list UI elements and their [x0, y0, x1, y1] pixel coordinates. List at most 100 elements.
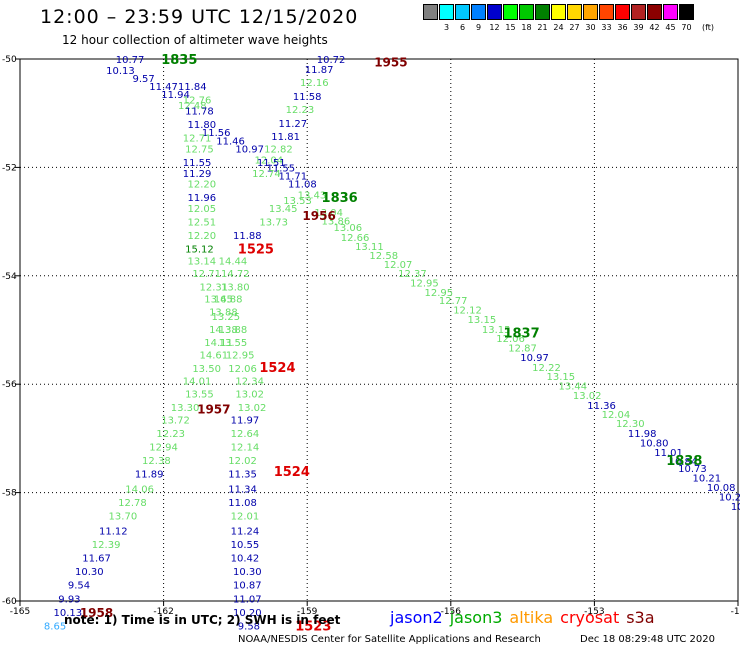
lat-tick-label: -56 — [2, 380, 17, 390]
scale-label: 33 — [601, 23, 612, 32]
wave-height-value: 11.34 — [228, 484, 257, 495]
scale-label: 27 — [569, 23, 580, 32]
wave-height-value: 14.01 — [183, 376, 212, 387]
generated-timestamp: Dec 18 08:29:48 UTC 2020 — [580, 634, 715, 645]
scale-swatch — [599, 4, 614, 20]
wave-height-value: 11.94 — [161, 90, 190, 101]
scale-label: 70 — [681, 23, 692, 32]
wave-height-value: 12.30 — [616, 419, 645, 430]
wave-height-value: 12.01 — [231, 511, 260, 522]
pass-time-label: 1524 — [274, 465, 310, 480]
wave-height-value: 12.37 — [398, 269, 427, 280]
wave-height-value: 10.97 — [520, 353, 549, 364]
lon-tick-label: -156 — [441, 607, 462, 617]
page-subtitle: 12 hour collection of altimeter wave hei… — [62, 33, 328, 47]
lon-tick-label: -153 — [584, 607, 604, 617]
lon-tick-label: -165 — [10, 607, 30, 617]
wave-height-value: 11.89 — [135, 470, 164, 481]
wave-height-value: 12.31 — [200, 283, 229, 294]
wave-height-value: 13.30 — [171, 403, 200, 414]
wave-height-value: 11.67 — [82, 554, 111, 565]
wave-height-value: 12.04 — [255, 155, 284, 166]
wave-height-value: 11.80 — [188, 120, 217, 131]
wave-height-value: 11.88 — [233, 231, 262, 242]
scale-swatch — [455, 4, 470, 20]
wave-height-value: 11.98 — [628, 429, 657, 440]
wave-height-value: 12.95 — [410, 278, 439, 289]
wave-height-value: 13.25 — [211, 312, 240, 323]
scale-label: 6 — [459, 23, 466, 32]
wave-height-value: 10.72 — [317, 55, 346, 66]
wave-height-value: 12.16 — [300, 78, 329, 89]
wave-height-value: 11.87 — [305, 65, 334, 76]
wave-height-value: 12.82 — [264, 144, 293, 155]
wave-height-value: 10.42 — [231, 554, 260, 565]
wave-height-value: 10.55 — [231, 540, 260, 551]
scale-label: 36 — [617, 23, 628, 32]
wave-height-value: 10.08 — [707, 483, 736, 494]
wave-height-value: 10.20 — [719, 492, 740, 503]
wave-height-value: 13.44 — [559, 381, 588, 392]
wave-height-value: 12.76 — [183, 96, 212, 107]
wave-height-value: 13.80 — [221, 283, 250, 294]
wave-height-value: 10.34 — [731, 502, 740, 513]
pass-time-label: 1958 — [80, 606, 113, 620]
wave-height-value: 11.55 — [183, 158, 212, 169]
satellite-legend-item: jason2 — [390, 608, 443, 627]
scale-swatch — [679, 4, 694, 20]
scale-label: 39 — [633, 23, 644, 32]
wave-height-value: 12.12 — [453, 305, 482, 316]
pass-time-label: 1957 — [197, 403, 230, 417]
wave-height-value: 12.20 — [188, 231, 217, 242]
satellite-legend-item: s3a — [626, 608, 655, 627]
wave-height-value: 13.86 — [322, 217, 351, 228]
wave-height-value: 13.02 — [235, 389, 264, 400]
wave-height-value: 12.14 — [231, 443, 260, 454]
wave-height-value: 11.08 — [228, 498, 257, 509]
wave-height-value: 12.64 — [231, 429, 260, 440]
wave-height-value: 12.66 — [341, 233, 370, 244]
pass-time-label: 1525 — [238, 243, 274, 258]
wave-height-value: 12.94 — [149, 443, 178, 454]
scale-swatch — [471, 4, 486, 20]
scale-swatch — [615, 4, 630, 20]
wave-height-value: 13.53 — [283, 196, 312, 207]
scale-swatch — [487, 4, 502, 20]
wave-height-value: 11.47 — [149, 82, 178, 93]
wave-height-value: 12.39 — [92, 540, 121, 551]
scale-label: 3 — [443, 23, 450, 32]
wave-height-value: 11.51 — [257, 158, 286, 169]
wave-height-value: 12.58 — [369, 251, 398, 262]
wave-height-value: 9.54 — [68, 581, 90, 592]
wave-height-value: 14.38 — [209, 325, 238, 336]
wave-height-value: 11.12 — [99, 527, 128, 538]
pass-time-label: 1956 — [302, 209, 335, 223]
pass-time-label: 1955 — [374, 56, 407, 70]
wave-height-value: 13.14 — [188, 257, 217, 268]
scale-label: 42 — [649, 23, 660, 32]
scale-label: 12 — [489, 23, 500, 32]
wave-height-value: 12.05 — [188, 204, 217, 215]
scale-label: 9 — [475, 23, 482, 32]
lat-tick-label: -52 — [2, 163, 17, 173]
scale-label: 18 — [521, 23, 532, 32]
wave-height-value: 12.71 — [192, 269, 221, 280]
wave-height-value: 11.71 — [278, 172, 307, 183]
wave-height-value: 13.72 — [161, 415, 190, 426]
wave-height-value: 11.96 — [188, 193, 217, 204]
wave-height-value: 9.58 — [238, 621, 260, 632]
wave-height-value: 13.55 — [219, 338, 248, 349]
scale-unit: (ft) — [702, 23, 715, 32]
lat-tick-label: -50 — [2, 55, 17, 65]
wave-height-value: 14.11 — [204, 338, 233, 349]
wave-height-value: 12.34 — [235, 376, 264, 387]
scale-swatch — [535, 4, 550, 20]
wave-height-value: 12.87 — [508, 343, 537, 354]
wave-height-value: 11.84 — [178, 82, 207, 93]
wave-height-value: 10.87 — [233, 581, 262, 592]
wave-height-value: 13.02 — [573, 391, 602, 402]
scale-swatch — [551, 4, 566, 20]
wave-height-value: 10.21 — [693, 473, 722, 484]
wave-height-value: 11.58 — [293, 92, 322, 103]
